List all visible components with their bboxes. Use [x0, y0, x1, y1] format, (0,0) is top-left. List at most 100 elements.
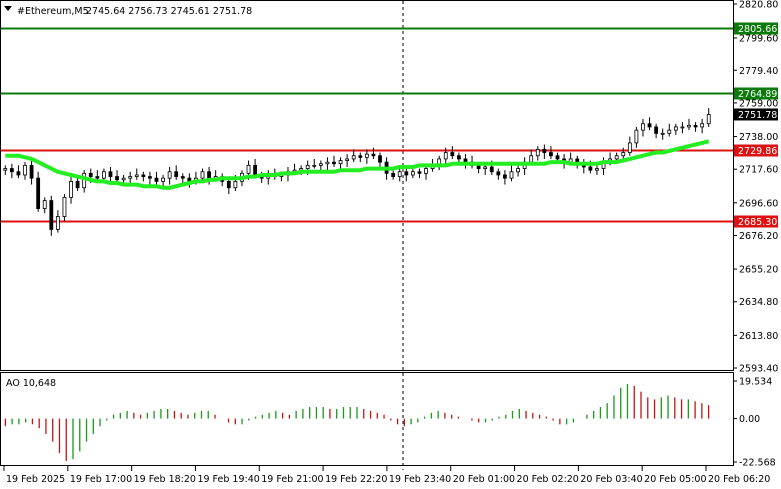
candle — [148, 171, 152, 185]
candle — [660, 128, 665, 140]
candle — [115, 170, 119, 183]
candle-body — [128, 176, 133, 179]
level-tag-bg — [734, 22, 778, 35]
candle — [180, 173, 185, 183]
candle-body — [174, 171, 179, 177]
candle — [647, 117, 652, 131]
candle-body — [325, 161, 330, 165]
candle-body — [693, 124, 698, 128]
candle-body — [233, 180, 238, 189]
candle — [397, 168, 402, 182]
time-tick-label: 19 Feb 19:40 — [197, 474, 259, 485]
moving-average — [5, 139, 710, 190]
candle — [332, 155, 336, 167]
candle — [325, 157, 330, 171]
candle — [154, 171, 159, 185]
candle-body — [647, 123, 652, 128]
candle-body — [180, 176, 185, 179]
candle-body — [3, 168, 8, 171]
candle — [627, 136, 632, 156]
candle — [535, 146, 540, 161]
candle-body — [305, 164, 310, 169]
candle — [516, 165, 520, 177]
candle-body — [49, 200, 54, 230]
level-tag-bg — [734, 144, 778, 157]
price-tags: 2805.66 2764.89 2729.86 2685.30 2751.78 — [734, 22, 778, 228]
candle-body — [167, 171, 172, 179]
candle-body — [364, 153, 369, 158]
candle-body — [673, 126, 678, 131]
ao-tick-label: 19.534 — [739, 377, 772, 388]
price-pane[interactable] — [0, 0, 734, 371]
candle-body — [535, 148, 540, 157]
ao-tick-label: -22.568 — [739, 458, 776, 469]
time-tick-label: 20 Feb 01:00 — [453, 474, 515, 485]
candle-body — [378, 155, 382, 163]
candle — [371, 147, 376, 159]
candle — [404, 166, 409, 182]
candle — [108, 166, 113, 183]
level-tag-bg — [734, 87, 778, 100]
candle — [3, 165, 8, 175]
price-tick-label: 2717.60 — [739, 165, 778, 176]
collapse-triangle-icon[interactable] — [4, 6, 12, 11]
price-axis: 2820.80 2799.60 2779.40 2759.00 2738.00 2717.… — [733, 0, 778, 375]
ao-pane[interactable] — [0, 372, 734, 466]
candle-body — [529, 155, 534, 163]
candle-body — [654, 126, 659, 134]
time-tick-label: 19 Feb 22:20 — [325, 474, 387, 485]
candle-body — [687, 124, 691, 128]
candle — [29, 160, 34, 185]
candle-body — [463, 158, 468, 163]
candle-body — [371, 153, 376, 157]
candle — [680, 122, 685, 134]
candle-body — [154, 177, 159, 182]
candle-body — [55, 216, 60, 230]
candle-body — [680, 126, 685, 129]
candle-body — [115, 176, 119, 181]
candle-body — [614, 155, 619, 160]
candle-body — [200, 171, 205, 179]
candle-body — [312, 164, 317, 167]
candle-body — [338, 160, 343, 165]
candle-body — [318, 163, 323, 166]
candle-body — [207, 171, 211, 179]
candle — [549, 146, 553, 159]
candle-body — [345, 158, 350, 161]
price-tick-label: 2696.60 — [739, 198, 778, 209]
time-tick-label: 19 Feb 23:40 — [389, 474, 451, 485]
candle — [16, 165, 21, 179]
candle-body — [121, 177, 126, 181]
candle — [174, 165, 179, 180]
candle-body — [483, 166, 488, 169]
candle-body — [358, 155, 363, 158]
candle-body — [627, 142, 632, 153]
candle-body — [62, 196, 67, 217]
candle-body — [69, 180, 73, 198]
symbol-label: #Ethereum,M5 — [17, 6, 89, 17]
time-tick-label: 19 Feb 17:00 — [70, 474, 132, 485]
level-tag-bg — [734, 215, 778, 228]
candle-body — [88, 172, 93, 177]
candle — [542, 144, 547, 159]
candle-body — [417, 171, 422, 174]
candle — [167, 166, 172, 185]
ao-label: AO 10,648 — [6, 378, 56, 389]
candle-body — [706, 114, 711, 125]
candle — [496, 168, 501, 180]
candle-body — [226, 180, 231, 189]
current-price-label: 2751.78 — [738, 110, 777, 121]
time-tick-label: 20 Feb 03:40 — [580, 474, 642, 485]
time-tick-label: 20 Feb 05:00 — [644, 474, 706, 485]
candle — [42, 197, 47, 214]
candle-body — [489, 166, 494, 173]
candle-body — [595, 168, 599, 171]
price-tick-label: 2799.60 — [739, 33, 778, 44]
candle-body — [253, 164, 258, 176]
candle-body — [450, 152, 455, 157]
candle — [706, 108, 711, 127]
candle-body — [660, 132, 665, 135]
price-tick-label: 2779.40 — [739, 66, 778, 77]
